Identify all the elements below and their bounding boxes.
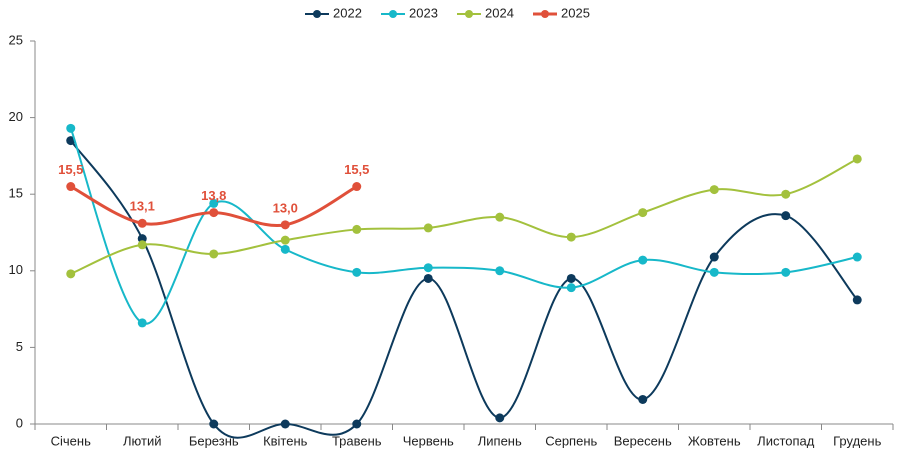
x-tick-label: Вересень <box>614 433 672 448</box>
legend-label: 2022 <box>333 5 362 20</box>
data-point <box>566 273 576 283</box>
x-tick-label: Червень <box>403 433 454 448</box>
data-label: 15,5 <box>58 162 83 177</box>
legend-label: 2023 <box>409 5 438 20</box>
x-tick-label: Квітень <box>263 433 308 448</box>
series-line <box>69 127 858 325</box>
x-tick-label: Січень <box>51 433 91 448</box>
legend-label: 2025 <box>561 5 590 20</box>
data-label: 15,5 <box>344 162 369 177</box>
series <box>66 182 362 230</box>
data-point <box>495 212 505 222</box>
data-point <box>781 211 791 221</box>
data-point <box>209 249 219 259</box>
data-point <box>352 267 362 277</box>
data-point <box>709 185 719 195</box>
x-tick-label: Жовтень <box>688 433 741 448</box>
series-line <box>70 158 858 275</box>
data-point <box>852 295 862 305</box>
data-label: 13,0 <box>273 200 298 215</box>
data-point <box>852 252 862 262</box>
x-tick-label: Серпень <box>545 433 597 448</box>
data-label: 13,1 <box>130 199 155 214</box>
data-point <box>66 269 76 279</box>
x-tick-label: Липень <box>478 433 522 448</box>
data-point <box>352 224 362 234</box>
x-tick-label: Березнь <box>189 433 239 448</box>
data-point <box>209 198 219 208</box>
data-point <box>209 208 219 218</box>
x-tick-label: Травень <box>332 433 382 448</box>
data-point <box>423 273 433 283</box>
legend-label: 2024 <box>485 5 514 20</box>
x-tick-label: Листопад <box>757 433 815 448</box>
data-point <box>638 394 648 404</box>
data-point <box>709 252 719 262</box>
data-point <box>352 182 362 192</box>
data-point <box>137 318 147 328</box>
data-point <box>566 283 576 293</box>
y-tick-label: 15 <box>9 186 23 201</box>
data-point <box>280 220 290 230</box>
legend-swatch-marker <box>389 10 397 18</box>
data-point <box>781 267 791 277</box>
x-tick-label: Лютий <box>123 433 161 448</box>
y-tick-label: 25 <box>9 32 23 47</box>
data-point <box>280 419 290 429</box>
data-point <box>781 189 791 199</box>
data-point <box>566 232 576 242</box>
data-point <box>423 263 433 273</box>
legend-swatch-marker <box>313 10 321 18</box>
data-point <box>137 218 147 228</box>
y-tick-label: 5 <box>16 339 23 354</box>
series <box>66 154 862 279</box>
y-tick-label: 0 <box>16 415 23 430</box>
series <box>66 136 862 439</box>
data-point <box>280 235 290 245</box>
data-point <box>495 266 505 276</box>
legend-swatch-marker <box>541 10 549 18</box>
data-point <box>423 223 433 233</box>
data-point <box>209 419 219 429</box>
data-point <box>352 419 362 429</box>
x-tick-label: Грудень <box>833 433 881 448</box>
data-label: 13,8 <box>201 188 226 203</box>
data-point <box>638 208 648 218</box>
data-point <box>852 154 862 164</box>
series <box>66 123 862 328</box>
data-point <box>66 123 76 133</box>
series-line <box>69 139 859 439</box>
data-point <box>137 240 147 250</box>
data-point <box>495 413 505 423</box>
legend: 2022 2023 2024 2025 <box>305 5 590 20</box>
data-point <box>709 267 719 277</box>
data-point <box>280 244 290 254</box>
data-point <box>66 182 76 192</box>
y-tick-label: 20 <box>9 109 23 124</box>
data-point <box>638 255 648 265</box>
y-tick-label: 10 <box>9 262 23 277</box>
legend-swatch-marker <box>465 10 473 18</box>
